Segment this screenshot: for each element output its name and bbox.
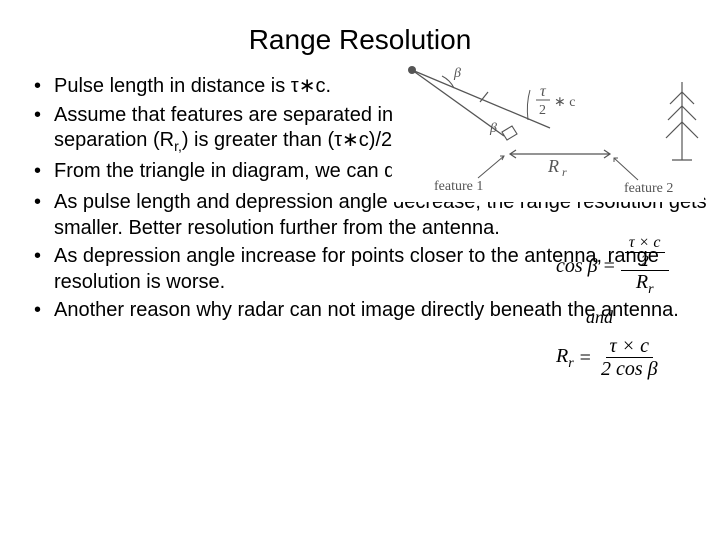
svg-text:∗ c: ∗ c [554, 95, 575, 110]
svg-text:r: r [562, 165, 567, 179]
formula-and: and [556, 300, 696, 336]
formula-block: cos β = τ × c 2 Rr and Rr = τ × c 2 cos … [556, 234, 696, 382]
range-diagram: β β τ 2 ∗ c R r feature 1 feature 2 [392, 62, 704, 202]
svg-text:2: 2 [539, 103, 546, 118]
diagram-beta-top: β [453, 66, 461, 81]
svg-text:R: R [547, 156, 559, 176]
diagram-beta-bottom: β [489, 121, 497, 136]
svg-text:feature 1: feature 1 [434, 179, 483, 194]
tree-icon [666, 82, 698, 160]
svg-text:feature 2: feature 2 [624, 181, 673, 196]
formula-rr: Rr = τ × c 2 cos β [556, 335, 696, 380]
formula-cos-beta: cos β = τ × c 2 Rr [556, 234, 696, 298]
svg-text:τ: τ [540, 83, 547, 100]
